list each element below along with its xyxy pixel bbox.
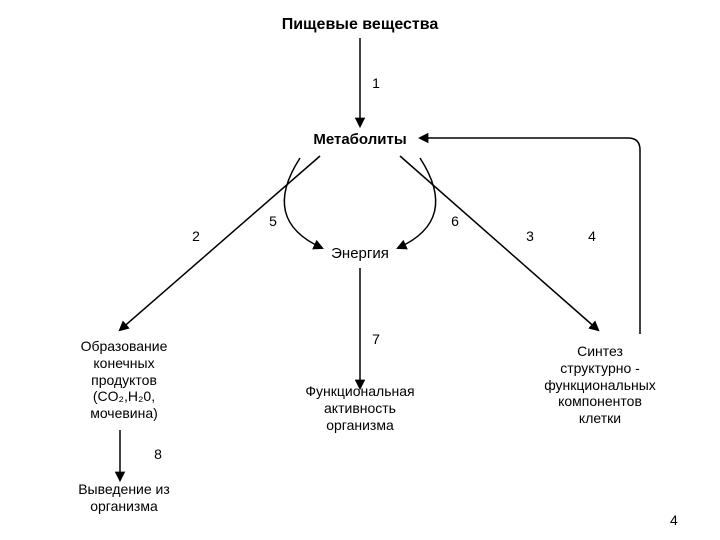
edges-layer <box>0 0 720 540</box>
edge-e6 <box>398 158 436 248</box>
page-number: 4 <box>670 512 678 528</box>
edge-label-8: 8 <box>148 446 168 462</box>
edge-label-3: 3 <box>520 228 540 244</box>
edge-e2 <box>120 156 320 330</box>
edge-label-5: 5 <box>263 213 283 229</box>
edge-label-4: 4 <box>582 228 602 244</box>
node-energy: Энергия <box>300 245 420 263</box>
edge-label-2: 2 <box>186 228 206 244</box>
edge-e3 <box>400 156 598 330</box>
node-functional: Функциональная активность организма <box>260 383 460 433</box>
edge-label-1: 1 <box>366 75 386 91</box>
node-synthesis: Синтез структурно - функциональных компо… <box>505 343 695 427</box>
node-nutrients: Пищевые вещества <box>250 15 470 34</box>
node-excretion: Выведение из организма <box>39 481 209 515</box>
node-end-products: Образование конечных продуктов (CO₂,H₂0,… <box>39 338 209 422</box>
diagram-canvas: { "diagram": { "type": "flowchart", "bac… <box>0 0 720 540</box>
edge-label-7: 7 <box>366 331 386 347</box>
edge-e5 <box>284 158 322 248</box>
edge-label-6: 6 <box>445 213 465 229</box>
node-metabolites: Метаболиты <box>280 131 440 149</box>
